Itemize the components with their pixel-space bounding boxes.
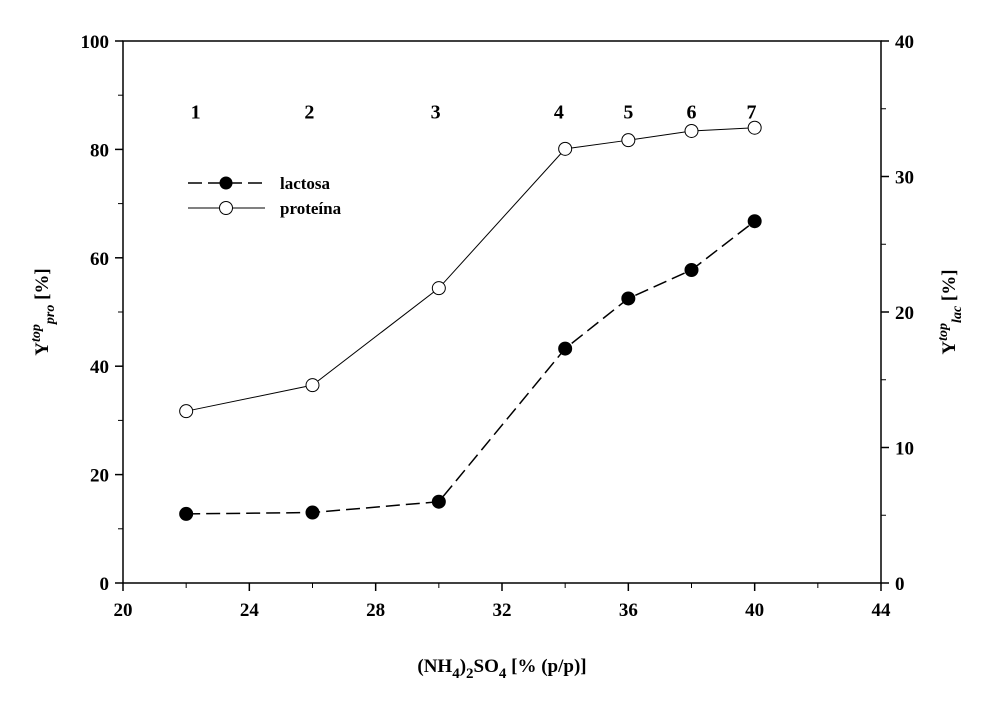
legend: lactosa proteína xyxy=(188,174,342,218)
y-left-tick-label: 80 xyxy=(90,140,109,161)
data-point-proteina xyxy=(747,120,762,135)
y-axis-right-title: Ytoplac [%] xyxy=(936,269,965,354)
x-tick-label: 40 xyxy=(745,600,764,621)
y-right-tick-label: 10 xyxy=(895,439,914,460)
annotation-label: 5 xyxy=(623,101,633,123)
y-right-tick-label: 0 xyxy=(895,574,905,595)
data-point-proteina xyxy=(558,141,573,156)
y-left-tick-label: 60 xyxy=(90,249,109,270)
data-point-proteina xyxy=(179,404,194,419)
data-point-lactosa xyxy=(431,494,446,509)
legend-marker-lactosa xyxy=(219,176,233,190)
data-point-proteina xyxy=(684,123,699,138)
annotation-label: 6 xyxy=(687,101,697,123)
x-tick-label: 36 xyxy=(619,600,638,621)
annotation-label: 1 xyxy=(191,101,201,123)
legend-marker-proteina xyxy=(219,201,233,215)
plot-frame xyxy=(122,40,882,584)
annotation-label: 4 xyxy=(554,101,564,123)
annotation-label: 7 xyxy=(747,101,757,123)
x-tick-label: 28 xyxy=(366,600,385,621)
x-tick-label: 24 xyxy=(240,600,260,621)
data-point-proteina xyxy=(431,281,446,296)
data-point-lactosa xyxy=(179,506,194,521)
data-point-lactosa xyxy=(684,262,699,277)
y-left-tick-label: 0 xyxy=(100,574,110,595)
data-point-lactosa xyxy=(305,505,320,520)
series-line-lactosa xyxy=(186,220,756,515)
y-axis-left-title: Ytoppro [%] xyxy=(29,268,58,355)
y-right-tick-label: 20 xyxy=(895,303,914,324)
y-left-tick-label: 100 xyxy=(81,32,110,53)
legend-label-lactosa: lactosa xyxy=(280,174,331,193)
series-line-proteina xyxy=(186,127,755,412)
data-point-proteina xyxy=(305,378,320,393)
annotation-label: 2 xyxy=(304,101,314,123)
x-tick-label: 44 xyxy=(872,600,892,621)
legend-label-proteina: proteína xyxy=(280,199,342,218)
data-point-lactosa xyxy=(747,214,762,229)
y-right-tick-label: 40 xyxy=(895,32,914,53)
y-right-tick-label: 30 xyxy=(895,168,914,189)
x-axis-title: (NH4)2SO4 [% (p/p)] xyxy=(417,656,586,682)
x-tick-label: 32 xyxy=(493,600,512,621)
annotation-label: 3 xyxy=(431,101,441,123)
x-tick-label: 20 xyxy=(114,600,133,621)
marks: 1 2 3 4 5 6 7 xyxy=(179,101,762,521)
data-point-lactosa xyxy=(621,291,636,306)
y-left-tick-label: 40 xyxy=(90,357,109,378)
data-point-proteina xyxy=(621,133,636,148)
data-point-lactosa xyxy=(558,341,573,356)
y-left-tick-label: 20 xyxy=(90,466,109,487)
